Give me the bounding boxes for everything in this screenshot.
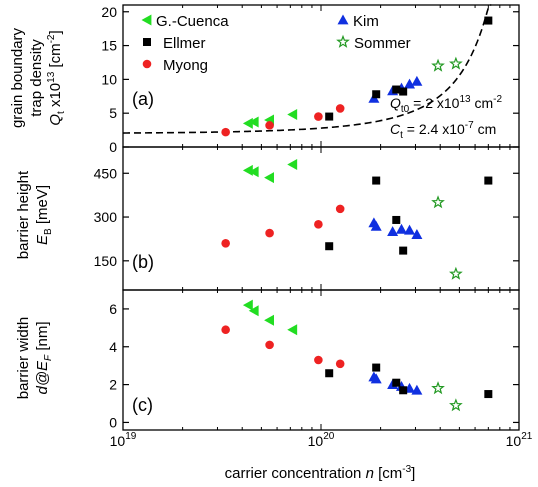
- legend-marker-sommer: [336, 34, 350, 48]
- point-myong-a: [265, 121, 274, 130]
- point-gcuenca-b: [242, 164, 253, 176]
- point-sommer-c: [449, 398, 463, 412]
- ytick-label-a: 5: [109, 105, 117, 121]
- point-myong-c: [335, 359, 345, 369]
- point-ellmer-b: [372, 176, 381, 185]
- point-myong-b: [314, 220, 323, 229]
- point-ellmer-c: [399, 386, 408, 395]
- point-myong-b: [265, 228, 274, 238]
- point-ellmer-b: [392, 215, 401, 224]
- point-kim-c: [370, 373, 382, 384]
- point-ellmer-c: [392, 378, 401, 387]
- xtick-label-1e21: 1021: [506, 431, 533, 449]
- point-sommer-b: [431, 195, 445, 209]
- point-gcuenca-b: [264, 172, 274, 184]
- point-gcuenca-a: [287, 109, 298, 121]
- legend-marker-kim: [337, 14, 349, 25]
- point-gcuenca-a: [248, 116, 259, 128]
- point-myong-b: [335, 204, 345, 214]
- svg-text:Qt x1013 [cm-2]: Qt x1013 [cm-2]: [46, 30, 67, 125]
- point-myong-b: [221, 239, 230, 248]
- svg-text:trap density: trap density: [28, 39, 45, 117]
- ytick-label-a: 10: [101, 71, 117, 87]
- xlabel: carrier concentration n [cm-3]: [225, 464, 416, 482]
- point-gcuenca-c: [264, 314, 274, 326]
- point-ellmer-b: [325, 242, 334, 251]
- ytick-label-a: 20: [101, 4, 117, 20]
- svg-text:EB [meV]: EB [meV]: [34, 185, 54, 245]
- point-kim-b: [370, 220, 382, 231]
- point-gcuenca-c: [287, 324, 298, 336]
- point-kim-b: [395, 223, 407, 234]
- legend-marker-gcuenca: [141, 14, 152, 26]
- point-myong-c: [314, 355, 323, 365]
- legend-label-ellmer: Ellmer: [163, 35, 206, 52]
- point-myong-a: [314, 112, 323, 121]
- legend-label-kim: Kim: [353, 13, 379, 30]
- plot-layer: [122, 4, 520, 431]
- point-ellmer-b: [484, 176, 493, 185]
- svg-text:d@EF [nm]: d@EF [nm]: [34, 321, 54, 394]
- point-gcuenca-c: [242, 299, 253, 311]
- point-myong-c: [265, 340, 274, 350]
- panel-label-c: (c): [132, 395, 153, 415]
- panel-label-b: (b): [132, 252, 154, 272]
- legend-label-gcuenca: G.-Cuenca: [156, 13, 229, 30]
- point-ellmer-a: [399, 87, 408, 96]
- point-kim-a: [411, 75, 423, 86]
- svg-text:barrier height: barrier height: [15, 170, 32, 259]
- ytick-label-c: 2: [109, 377, 117, 393]
- point-kim-a: [404, 78, 416, 89]
- point-gcuenca-b: [248, 166, 259, 178]
- point-ellmer-a: [392, 85, 401, 94]
- point-gcuenca-a: [242, 117, 253, 129]
- point-ellmer-c: [372, 363, 381, 372]
- panel-frame-b: [122, 146, 520, 291]
- ylabel-a: grain boundary trap density Qt x1013 [cm…: [9, 27, 67, 128]
- point-ellmer-c: [325, 369, 334, 378]
- point-ellmer-a: [484, 16, 493, 25]
- fit-curve: [122, 4, 492, 134]
- point-kim-b: [387, 226, 399, 237]
- point-sommer-a: [431, 58, 445, 72]
- point-sommer-c: [431, 381, 445, 395]
- legend-marker-myong: [142, 59, 152, 69]
- point-ellmer-c: [484, 390, 493, 399]
- ylabel-c: barrier width d@EF [nm]: [15, 317, 54, 400]
- ytick-label-b: 450: [94, 165, 118, 181]
- point-kim-b: [411, 229, 423, 239]
- xtick-label-1e20: 1020: [308, 431, 335, 449]
- legend-marker-ellmer: [143, 38, 151, 46]
- ylabel-b: barrier height EB [meV]: [15, 170, 54, 259]
- ytick-label-c: 0: [109, 414, 117, 430]
- ytick-label-b: 150: [94, 253, 118, 269]
- point-sommer-a: [449, 56, 463, 70]
- svg-text:barrier width: barrier width: [15, 317, 32, 400]
- point-kim-b: [404, 224, 416, 235]
- svg-text:grain boundary: grain boundary: [9, 27, 26, 128]
- annotation-ct: Ct = 2.4 x10-7 cm: [390, 120, 496, 141]
- point-ellmer-a: [372, 90, 381, 99]
- ytick-label-b: 300: [94, 209, 118, 225]
- legend-label-sommer: Sommer: [354, 35, 411, 52]
- legend-label-myong: Myong: [163, 57, 208, 74]
- point-myong-a: [335, 104, 345, 113]
- point-ellmer-b: [399, 246, 408, 255]
- point-sommer-b: [449, 266, 463, 280]
- ytick-label-a: 15: [101, 38, 117, 54]
- ytick-label-c: 6: [109, 301, 117, 317]
- point-gcuenca-c: [248, 305, 259, 317]
- annotation-qt0: Qt0 = 2 x1013 cm-2: [390, 94, 502, 115]
- point-ellmer-a: [325, 112, 334, 121]
- point-gcuenca-b: [287, 159, 298, 171]
- ytick-label-a: 0: [109, 139, 117, 155]
- text-layer: G.-Cuenca Kim Ellmer Sommer Myong (a) (b…: [9, 4, 533, 482]
- xtick-label-1e19: 1019: [110, 431, 137, 449]
- panel-label-a: (a): [132, 89, 154, 109]
- ytick-label-c: 4: [109, 339, 117, 355]
- point-kim-c: [411, 384, 423, 395]
- point-myong-a: [221, 127, 230, 137]
- point-myong-c: [221, 325, 230, 335]
